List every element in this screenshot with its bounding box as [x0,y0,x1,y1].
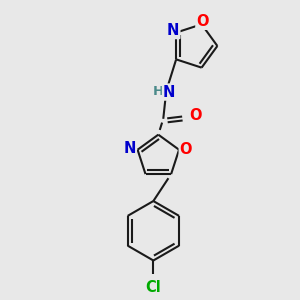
Text: Cl: Cl [146,280,161,295]
Text: O: O [190,108,202,123]
Text: N: N [167,23,179,38]
Text: O: O [180,142,192,157]
Text: H: H [153,85,164,98]
Text: O: O [196,14,209,29]
Text: N: N [163,85,175,100]
Text: N: N [124,141,136,156]
